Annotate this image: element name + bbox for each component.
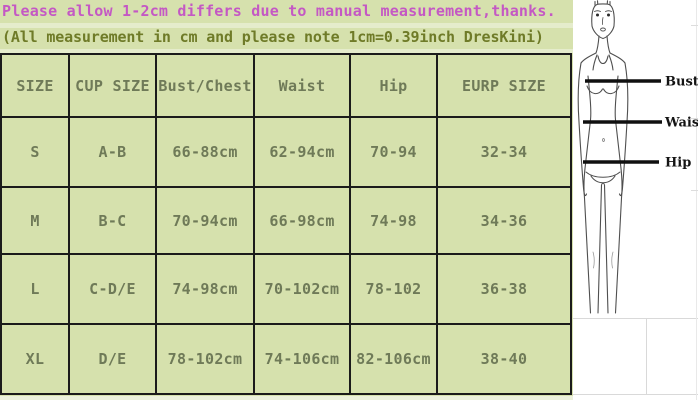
torso-right — [614, 75, 622, 165]
cell-hip-m: 74-98 — [351, 188, 438, 255]
nose — [601, 17, 604, 25]
cell-size-xl: XL — [2, 325, 70, 395]
top-straps — [592, 54, 614, 71]
gridline-stub — [691, 118, 698, 119]
cell-size-s: S — [2, 118, 70, 188]
cell-waist-m: 66-98cm — [255, 188, 351, 255]
figure-sketch — [577, 0, 629, 314]
cell-waist-l: 70-102cm — [255, 255, 351, 325]
left-outer-leg — [583, 163, 592, 314]
header-cell-waist: Waist — [255, 55, 351, 118]
measurement-lines — [583, 79, 662, 164]
cell-bust-xl: 78-102cm — [157, 325, 255, 395]
cell-eurp-xl: 38-40 — [438, 325, 572, 395]
notice-line-1: Please allow 1-2cm differs due to manual… — [2, 2, 556, 20]
neckline — [597, 55, 609, 65]
knee-hints — [592, 251, 614, 269]
header-cell-size: SIZE — [2, 55, 70, 118]
green-background-panel — [0, 0, 573, 396]
gridline-vertical — [646, 318, 647, 395]
right-arm — [618, 62, 629, 197]
cell-bust-s: 66-88cm — [157, 118, 255, 188]
gridline-horizontal — [573, 318, 698, 319]
separator-band — [0, 49, 573, 53]
cell-hip-l: 78-102 — [351, 255, 438, 325]
cell-hip-s: 70-94 — [351, 118, 438, 188]
cell-eurp-m: 34-36 — [438, 188, 572, 255]
gridline-stub — [691, 25, 698, 26]
bust-curves — [586, 85, 620, 95]
gridline-horizontal — [573, 394, 698, 395]
header-cell-eurp-size: EURP SIZE — [438, 55, 572, 118]
header-cell-cup-size: CUP SIZE — [70, 55, 157, 118]
neck — [595, 35, 611, 54]
right-inner-leg — [603, 184, 609, 314]
cell-hip-xl: 82-106cm — [351, 325, 438, 395]
cell-bust-m: 70-94cm — [157, 188, 255, 255]
size-chart-table: SIZE CUP SIZE Bust/Chest Waist Hip EURP … — [0, 53, 572, 395]
right-eye — [607, 13, 610, 17]
left-eye — [596, 13, 599, 17]
shoulders — [580, 52, 626, 64]
cell-eurp-s: 32-34 — [438, 118, 572, 188]
header-cell-bust: Bust/Chest — [157, 55, 255, 118]
navel — [602, 138, 605, 142]
cell-cup-xl: D/E — [70, 325, 157, 395]
hip-label: Hip — [665, 156, 691, 171]
separator-band — [0, 23, 573, 28]
cell-waist-xl: 74-106cm — [255, 325, 351, 395]
left-arm — [577, 62, 588, 197]
mouth — [600, 27, 606, 32]
left-inner-leg — [597, 184, 603, 314]
header-cell-hip: Hip — [351, 55, 438, 118]
gridline-right-edge — [696, 0, 697, 400]
head-outline — [591, 3, 615, 40]
body-measurement-figure: Bust Waist Hip — [577, 0, 698, 314]
cell-waist-s: 62-94cm — [255, 118, 351, 188]
bust-label: Bust — [665, 75, 698, 90]
cell-cup-l: C-D/E — [70, 255, 157, 325]
waist-label: Waist — [664, 116, 698, 131]
cell-size-m: M — [2, 188, 70, 255]
torso-left — [584, 75, 592, 165]
right-outer-leg — [614, 163, 623, 314]
bikini-waistband — [585, 171, 621, 178]
cell-cup-s: A-B — [70, 118, 157, 188]
cell-size-l: L — [2, 255, 70, 325]
cell-cup-m: B-C — [70, 188, 157, 255]
gridline-stub — [691, 190, 698, 191]
bottom-strip — [0, 396, 573, 400]
cell-bust-l: 74-98cm — [157, 255, 255, 325]
crotch — [601, 182, 605, 186]
eyebrows — [594, 10, 612, 12]
cell-eurp-l: 36-38 — [438, 255, 572, 325]
notice-line-2: (All measurement in cm and please note 1… — [2, 28, 544, 46]
